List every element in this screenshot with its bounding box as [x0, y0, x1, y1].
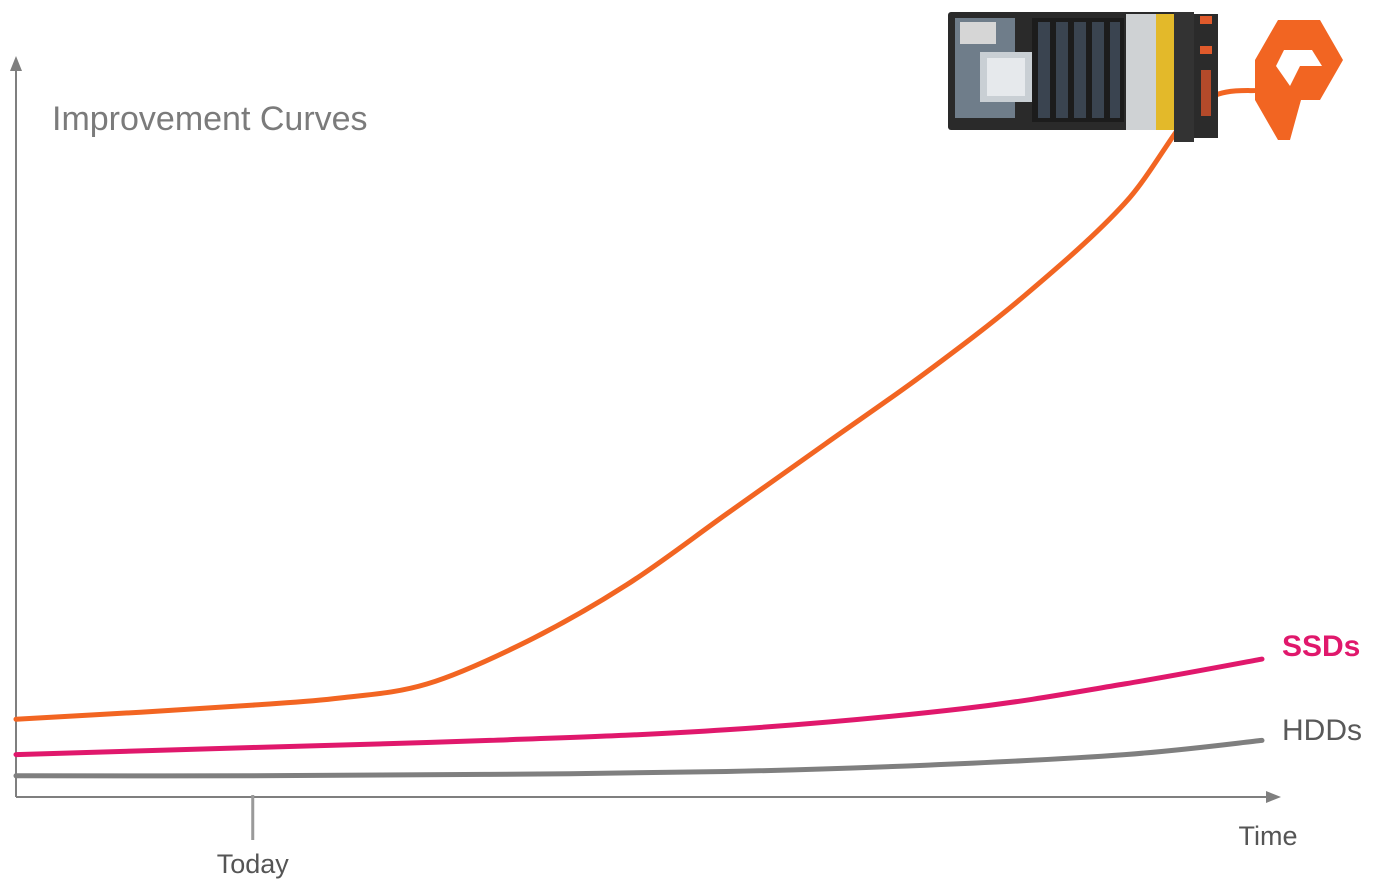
x-axis-arrow-icon: [1266, 791, 1281, 803]
series-line-flash: [13, 87, 1265, 722]
series-label-ssds: SSDs: [1282, 630, 1360, 663]
flash-blade-module-image: [948, 12, 1218, 142]
series-layer: [13, 87, 1265, 779]
today-label: Today: [217, 849, 290, 879]
x-axis-label: Time: [1239, 821, 1298, 851]
y-axis-arrow-icon: [10, 56, 22, 71]
pure-storage-logo-icon: [1255, 20, 1343, 140]
series-label-hdds: HDDs: [1282, 714, 1362, 747]
axes: Today Time: [10, 56, 1298, 879]
chart-title: Improvement Curves: [52, 100, 368, 138]
series-line-ssds: [13, 656, 1265, 758]
series-line-hdds: [13, 737, 1265, 779]
